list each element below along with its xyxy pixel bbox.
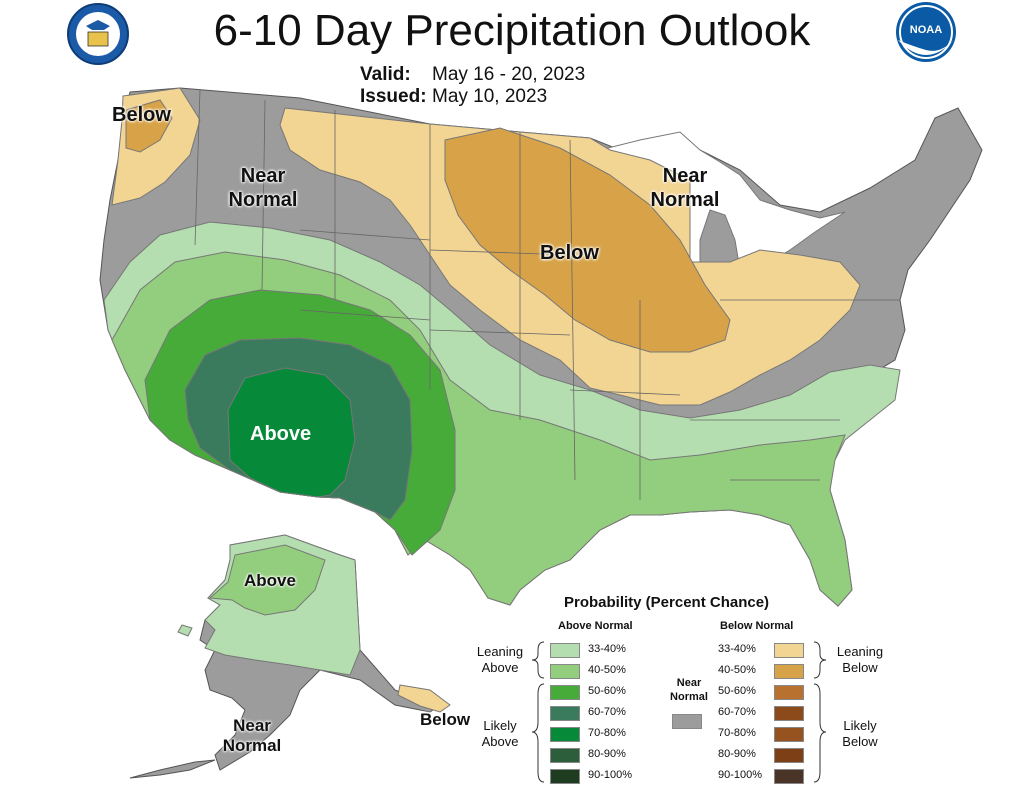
noaa-logo-text: NOAA xyxy=(909,24,943,36)
legend-above-row: 70-80% xyxy=(550,726,660,743)
brace-leaning-below xyxy=(813,641,827,679)
legend-below-swatch xyxy=(774,685,804,700)
legend-below-range: 60-70% xyxy=(718,706,756,718)
legend-above-swatch xyxy=(550,769,580,784)
commerce-seal-logo xyxy=(67,3,129,65)
legend-likely-below-2: Below xyxy=(842,734,878,749)
legend-below-row: 50-60% xyxy=(718,684,818,701)
legend-above-range: 70-80% xyxy=(588,727,626,739)
above-70-80-region xyxy=(227,367,356,498)
legend-likely-above-1: Likely xyxy=(483,718,517,733)
label-below-ak: Below xyxy=(420,710,471,729)
legend-below-swatch xyxy=(774,748,804,763)
label-near-normal-ak-2: Normal xyxy=(222,736,282,755)
legend-likely-above: Likely Above xyxy=(468,718,532,750)
legend-above-range: 80-90% xyxy=(588,748,626,760)
label-near-normal-east-1: Near xyxy=(662,165,708,187)
legend-below-swatch xyxy=(774,706,804,721)
legend-above-swatch xyxy=(550,643,580,658)
legend-leaning-below-2: Below xyxy=(842,660,878,675)
legend-near-normal-swatch xyxy=(672,714,702,729)
legend-above-header: Above Normal xyxy=(558,620,633,632)
legend-below-swatch xyxy=(774,664,804,679)
legend-leaning-above-2: Above xyxy=(481,660,519,675)
legend-below-swatch xyxy=(774,727,804,742)
legend-leaning-above-1: Leaning xyxy=(476,644,524,659)
legend-above-swatch xyxy=(550,706,580,721)
legend-above-row: 80-90% xyxy=(550,747,660,764)
below-40-50-pnw-region xyxy=(125,99,173,153)
legend-below-range: 90-100% xyxy=(718,769,763,781)
issued-label: Issued: xyxy=(360,86,427,107)
label-near-normal-east: Near Normal xyxy=(632,164,738,212)
label-near-normal-ak: Near Normal xyxy=(212,716,292,756)
legend-below-header: Below Normal xyxy=(720,620,794,632)
label-near-normal-west-2: Normal xyxy=(228,189,298,211)
kodiak-island xyxy=(177,624,193,637)
legend-above-swatch xyxy=(550,685,580,700)
legend-likely-below: Likely Below xyxy=(828,718,892,750)
legend-below-range: 50-60% xyxy=(718,685,756,697)
legend-above-range: 40-50% xyxy=(588,664,626,676)
legend-above-row: 90-100% xyxy=(550,768,660,785)
label-near-normal-east-2: Normal xyxy=(650,189,720,211)
legend-near-header: Near Normal xyxy=(664,676,714,704)
legend-below-range: 70-80% xyxy=(718,727,756,739)
label-below-pnw: Below xyxy=(112,104,171,126)
legend-near-header-1: Near xyxy=(676,677,702,689)
below-40-50-central-region xyxy=(444,127,731,353)
legend-above-range: 50-60% xyxy=(588,685,626,697)
legend-above-range: 33-40% xyxy=(588,643,626,655)
legend-below-row: 90-100% xyxy=(718,768,818,785)
legend-likely-below-1: Likely xyxy=(843,718,877,733)
label-near-normal-west-1: Near xyxy=(240,165,286,187)
alaska-above-40-50-region xyxy=(208,544,326,616)
brace-leaning-above xyxy=(531,641,545,679)
valid-label: Valid: xyxy=(360,64,411,85)
legend-below-row: 33-40% xyxy=(718,642,818,659)
legend-above-row: 60-70% xyxy=(550,705,660,722)
legend-leaning-below-1: Leaning xyxy=(836,644,884,659)
noaa-logo xyxy=(896,2,956,62)
label-near-normal-ak-1: Near xyxy=(233,716,271,735)
date-block: Valid: May 16 - 20, 2023 Issued: May 10, 2… xyxy=(360,64,585,108)
legend-below-range: 33-40% xyxy=(718,643,756,655)
legend-below-swatch xyxy=(774,769,804,784)
legend-above-row: 33-40% xyxy=(550,642,660,659)
legend-below-swatch xyxy=(774,643,804,658)
issued-value: May 10, 2023 xyxy=(432,86,548,107)
legend-below-row: 60-70% xyxy=(718,705,818,722)
label-below-central: Below xyxy=(540,242,599,264)
legend-above-range: 60-70% xyxy=(588,706,626,718)
brace-likely-above xyxy=(531,683,545,783)
legend-leaning-above: Leaning Above xyxy=(468,644,532,676)
legend-likely-above-2: Above xyxy=(481,734,519,749)
legend-leaning-below: Leaning Below xyxy=(828,644,892,676)
legend-above-swatch xyxy=(550,748,580,763)
legend-below-row: 40-50% xyxy=(718,663,818,680)
legend-below-range: 40-50% xyxy=(718,664,756,676)
legend-near-header-2: Normal xyxy=(670,691,708,703)
legend-above-swatch xyxy=(550,727,580,742)
page-title: 6-10 Day Precipitation Outlook xyxy=(213,6,811,55)
legend-above-row: 50-60% xyxy=(550,684,660,701)
legend-above-row: 40-50% xyxy=(550,663,660,680)
state-boundaries xyxy=(194,89,900,500)
label-above-ak: Above xyxy=(244,571,296,590)
label-near-normal-west: Near Normal xyxy=(210,164,316,212)
valid-value: May 16 - 20, 2023 xyxy=(432,64,586,85)
legend-braces xyxy=(531,641,827,783)
legend-title: Probability (Percent Chance) xyxy=(564,594,770,611)
legend-below-range: 80-90% xyxy=(718,748,756,760)
legend-above-range: 90-100% xyxy=(588,769,633,781)
brace-likely-below xyxy=(813,683,827,783)
legend-below-row: 70-80% xyxy=(718,726,818,743)
label-above-sw: Above xyxy=(250,423,312,445)
legend-above-swatch xyxy=(550,664,580,679)
alaska-aleutians xyxy=(129,759,216,779)
legend: Probability (Percent Chance) Above Norma… xyxy=(468,592,1024,792)
alaska-below-leaning-region xyxy=(397,684,451,713)
legend-below-row: 80-90% xyxy=(718,747,818,764)
